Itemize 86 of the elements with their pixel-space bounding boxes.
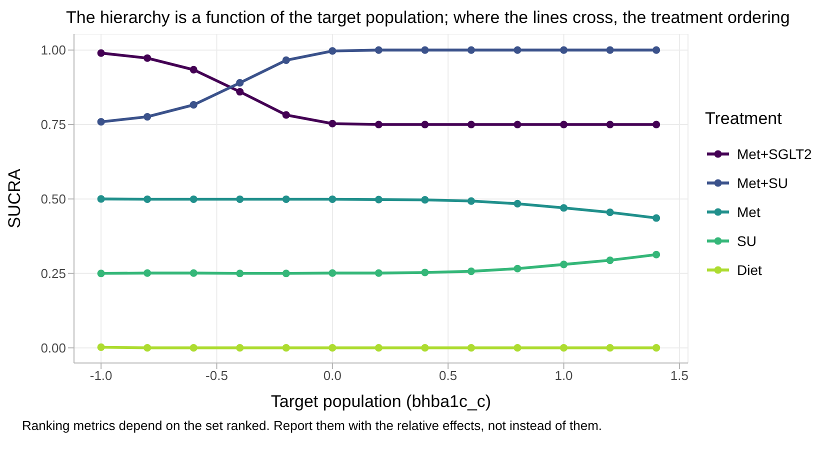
point	[374, 269, 382, 277]
point	[606, 46, 614, 54]
point	[236, 88, 244, 96]
point	[560, 204, 568, 212]
point	[282, 344, 290, 352]
point	[560, 46, 568, 54]
point	[606, 344, 614, 352]
point	[190, 269, 198, 277]
point	[514, 264, 522, 272]
x-tick-label: 0.0	[323, 368, 342, 384]
x-tick-label: 1.5	[670, 368, 688, 384]
point	[467, 120, 476, 128]
point	[560, 344, 568, 352]
point	[652, 214, 660, 222]
text: Ranking metrics depend on the set ranked. Report them with the relative effects, not instead of them.	[21, 418, 604, 433]
point	[560, 260, 568, 268]
point	[97, 49, 105, 57]
legend-label: Met	[737, 204, 760, 220]
point	[236, 344, 244, 352]
point	[652, 120, 660, 128]
point	[606, 208, 614, 216]
legend-label: Diet	[737, 262, 762, 278]
point	[144, 344, 152, 352]
point	[328, 120, 336, 128]
point	[374, 120, 382, 128]
point	[282, 195, 290, 204]
point	[652, 344, 660, 352]
point	[190, 344, 198, 352]
point	[421, 196, 429, 204]
point	[282, 56, 290, 64]
legend-label: Met+SGLT2	[737, 146, 812, 162]
legend-label: SU	[737, 232, 756, 248]
chart-title: The hierarchy is a function of the target population; where the lines cross, the treatment ordering	[65, 8, 791, 29]
point	[190, 195, 198, 204]
point	[282, 270, 290, 278]
point	[144, 54, 152, 62]
y-tick-label: 1.00	[40, 42, 66, 58]
point	[374, 46, 382, 54]
point	[514, 200, 522, 208]
x-tick-label: -0.5	[206, 368, 228, 384]
point	[190, 101, 198, 109]
point	[328, 195, 336, 204]
point	[190, 66, 198, 74]
point	[652, 250, 660, 258]
y-tick-label: 0.00	[40, 340, 66, 356]
point	[282, 111, 290, 119]
point	[144, 112, 152, 121]
point	[97, 343, 105, 352]
x-tick-label: 1.0	[554, 368, 573, 384]
point	[560, 120, 568, 128]
point	[606, 120, 614, 128]
point	[421, 344, 429, 352]
point	[328, 269, 336, 277]
y-tick-label: 0.75	[40, 117, 66, 132]
y-axis-title: SUCRA	[5, 168, 24, 228]
x-tick-label: 0.5	[439, 368, 458, 384]
y-tick-label: 0.50	[40, 192, 66, 207]
point	[421, 46, 429, 54]
point	[514, 344, 522, 352]
point	[514, 120, 522, 128]
point	[374, 196, 382, 204]
legend-label: Met+SU	[737, 174, 788, 190]
x-axis-title: Target population (bhba1c_c)	[270, 392, 492, 411]
point	[421, 120, 429, 128]
point	[328, 47, 336, 55]
point	[467, 344, 476, 352]
point	[144, 269, 152, 277]
y-tick-label: 0.25	[40, 266, 66, 281]
point	[328, 344, 336, 352]
point	[467, 267, 476, 276]
point	[236, 195, 244, 204]
point	[374, 344, 382, 352]
point	[144, 195, 152, 204]
x-tick-label: -1.0	[90, 368, 112, 384]
point	[97, 270, 105, 278]
point	[467, 46, 476, 54]
point	[606, 256, 614, 264]
point	[652, 46, 660, 54]
point	[421, 268, 429, 276]
point	[97, 195, 105, 203]
legend-title: Treatment	[705, 109, 783, 129]
point	[514, 46, 522, 54]
point	[467, 197, 476, 205]
point	[236, 79, 244, 87]
point	[97, 118, 105, 126]
point	[236, 270, 244, 278]
